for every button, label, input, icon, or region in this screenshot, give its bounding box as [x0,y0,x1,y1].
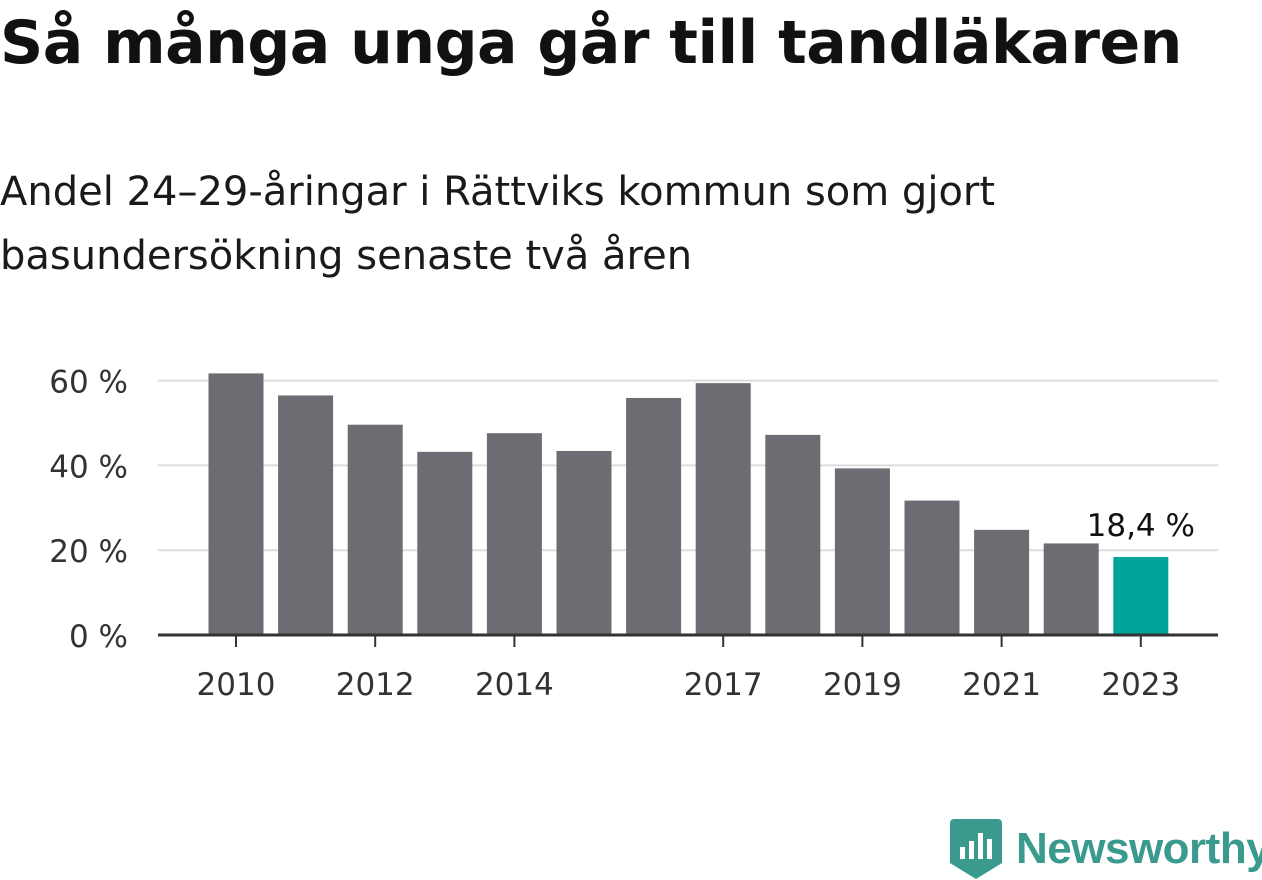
y-tick-label: 40 % [49,449,128,485]
brand-name: Newsworthy [1016,824,1262,873]
y-tick-label: 0 % [69,619,128,655]
bar-chart: 0 % 20 % 40 % 60 % 2010 2012 2014 2017 2019 2021 2… [49,365,1218,703]
x-tick-label: 2019 [823,667,902,703]
bar [626,397,682,635]
x-tick-label: 2012 [336,667,415,703]
bar [765,434,821,635]
chart-title: Så många unga går till tandläkaren [0,8,1182,78]
x-tick-label: 2010 [197,667,276,703]
chart-subtitle: Andel 24–29-åringar i Rättviks kommun so… [0,169,996,279]
y-tick-label: 20 % [49,534,128,570]
brand-logo: Newsworthy [950,818,1262,880]
x-tick-label: 2014 [475,667,554,703]
bar [417,451,473,635]
bar [1043,543,1099,635]
x-tick-label: 2021 [962,667,1041,703]
bar [278,395,334,635]
bar-highlight [1113,556,1169,635]
y-tick-label: 60 % [49,365,128,401]
bar [974,529,1030,635]
bar [904,500,960,635]
bar [834,468,890,635]
x-tick-label: 2017 [684,667,763,703]
bar [695,383,751,635]
bar [208,373,264,635]
bar [347,424,403,635]
bar [486,433,542,635]
x-tick-label: 2023 [1101,667,1180,703]
bar [556,450,612,635]
bar-chart-badge-icon [950,819,1002,879]
highlight-data-label: 18,4 % [1087,508,1195,544]
